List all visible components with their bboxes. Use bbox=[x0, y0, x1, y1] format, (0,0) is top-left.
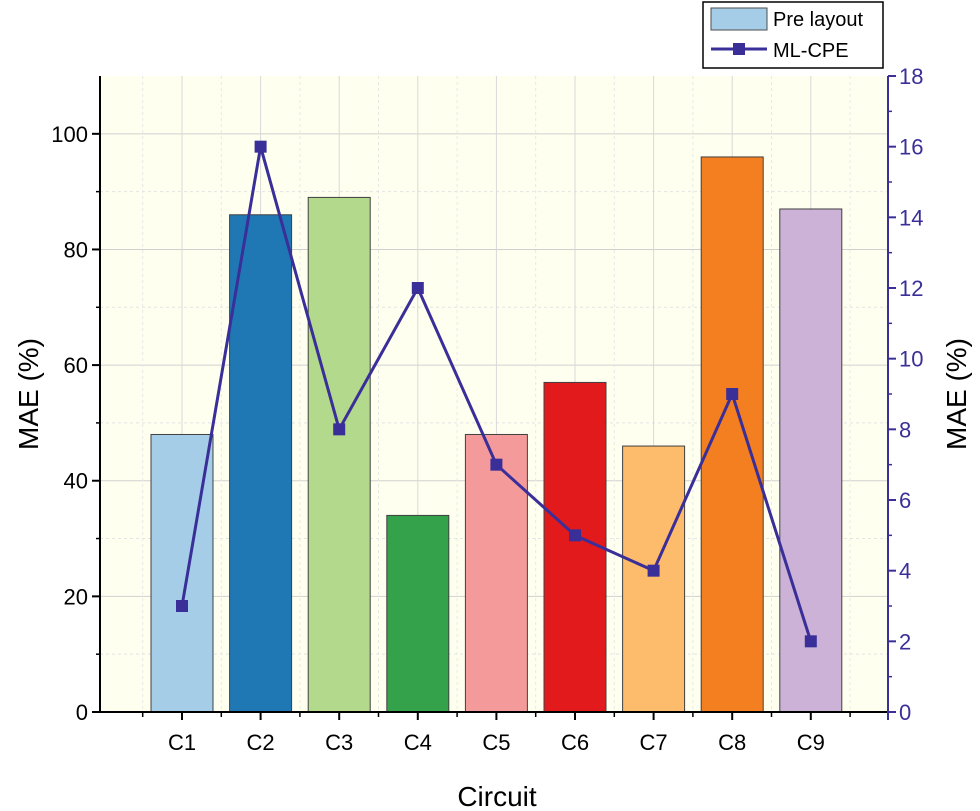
bar-c2 bbox=[229, 214, 293, 713]
legend-marker-ml-cpe bbox=[733, 43, 745, 55]
right-tick-label: 0 bbox=[899, 700, 911, 725]
bar-c5 bbox=[464, 433, 528, 713]
ml-cpe-point-c1 bbox=[176, 600, 188, 612]
ml-cpe-point-c4 bbox=[411, 282, 424, 294]
right-tick-label: 4 bbox=[899, 559, 911, 584]
right-tick-label: 6 bbox=[899, 488, 911, 513]
right-tick-label: 14 bbox=[899, 205, 923, 230]
right-axis-title: MAE (%) bbox=[941, 338, 972, 450]
bar-c6 bbox=[543, 381, 607, 713]
left-tick-label: 20 bbox=[64, 584, 88, 609]
ml-cpe-point-c9 bbox=[804, 635, 817, 648]
ml-cpe-point-c7 bbox=[647, 564, 660, 577]
x-tick-label-c1: C1 bbox=[168, 730, 196, 755]
x-tick-label-c7: C7 bbox=[640, 730, 668, 755]
axes bbox=[99, 76, 889, 720]
left-axis-title: MAE (%) bbox=[13, 338, 44, 450]
legend-label-pre-layout: Pre layout bbox=[773, 9, 863, 31]
x-tick-label-c5: C5 bbox=[482, 730, 510, 755]
left-tick-label: 80 bbox=[64, 237, 88, 262]
left-tick-label: 40 bbox=[64, 469, 88, 494]
legend-label-ml-cpe: ML-CPE bbox=[773, 40, 849, 62]
ml-cpe-point-c2 bbox=[254, 140, 267, 153]
x-axis-title: Circuit bbox=[457, 781, 537, 811]
bars bbox=[150, 156, 843, 713]
bar-c4 bbox=[386, 514, 450, 713]
x-tick-label-c8: C8 bbox=[718, 730, 746, 755]
bar-c9 bbox=[779, 208, 843, 713]
x-tick-label-c9: C9 bbox=[797, 730, 825, 755]
bar-c8 bbox=[700, 156, 764, 713]
bar-c3 bbox=[307, 196, 371, 713]
x-tick-label-c6: C6 bbox=[561, 730, 589, 755]
right-tick-label: 2 bbox=[899, 629, 911, 654]
ticks: 0 20 40 60 80 100 0 2 4 6 8 10 12 14 16 18 C1 C2 C3 C4 C5 C6 C… bbox=[51, 64, 923, 755]
right-tick-label: 8 bbox=[899, 417, 911, 442]
left-tick-label: 0 bbox=[76, 700, 88, 725]
ml-cpe-point-c5 bbox=[490, 458, 503, 471]
left-tick-label: 60 bbox=[64, 353, 88, 378]
right-tick-label: 10 bbox=[899, 347, 923, 372]
ml-cpe-line bbox=[176, 140, 817, 648]
ml-cpe-point-c8 bbox=[726, 388, 739, 400]
x-tick-label-c3: C3 bbox=[325, 730, 353, 755]
right-tick-label: 18 bbox=[899, 64, 923, 89]
x-tick-label-c2: C2 bbox=[247, 730, 275, 755]
right-tick-label: 12 bbox=[899, 276, 923, 301]
ml-cpe-point-c3 bbox=[333, 423, 346, 436]
bar-c7 bbox=[622, 445, 686, 713]
left-tick-label: 100 bbox=[51, 122, 88, 147]
x-tick-label-c4: C4 bbox=[404, 730, 432, 755]
right-tick-label: 16 bbox=[899, 135, 923, 160]
legend: Pre layout ML-CPE bbox=[702, 1, 884, 69]
ml-cpe-point-c6 bbox=[569, 529, 581, 542]
legend-swatch-pre-layout bbox=[710, 7, 768, 31]
